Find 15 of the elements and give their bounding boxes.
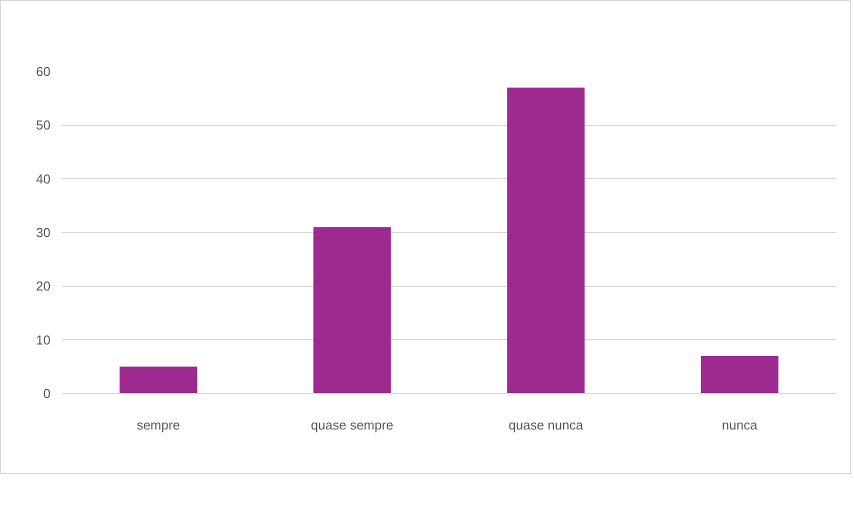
y-tick-label: 20 (36, 278, 51, 294)
y-tick-label: 30 (36, 225, 51, 240)
y-tick-label: 50 (36, 118, 51, 133)
bar (507, 88, 585, 394)
y-tick-label: 10 (36, 332, 51, 348)
x-tick-label: quase sempre (310, 418, 394, 432)
x-tick-label: nunca (722, 418, 758, 432)
y-tick-label: 0 (43, 386, 51, 401)
bar (120, 366, 198, 394)
y-tick-label: 40 (36, 171, 51, 186)
bar (313, 227, 391, 394)
bar (700, 356, 778, 394)
y-tick-label: 60 (36, 64, 51, 79)
x-tick-label: sempre (136, 418, 180, 432)
x-tick-label: quase nunca (508, 418, 584, 432)
